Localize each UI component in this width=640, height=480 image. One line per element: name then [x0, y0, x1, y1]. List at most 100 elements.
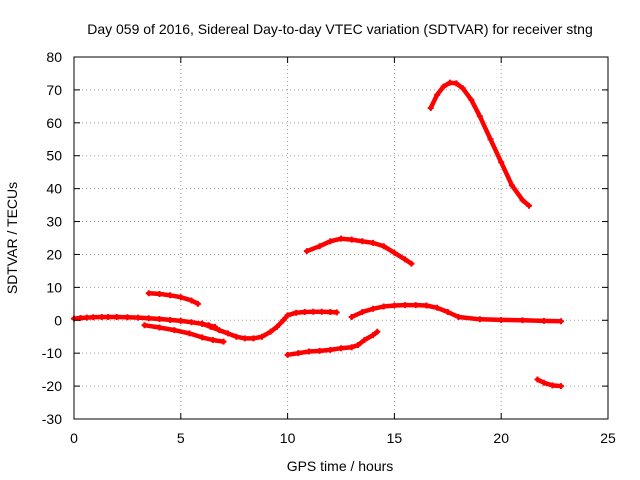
- data-point: [455, 313, 462, 320]
- data-point: [391, 302, 398, 309]
- data-point: [549, 382, 556, 389]
- data-point: [273, 323, 280, 330]
- x-tick-label: 20: [493, 430, 509, 446]
- y-tick-label: 80: [46, 49, 62, 65]
- data-point: [209, 337, 216, 344]
- y-tick-label: 0: [54, 312, 62, 328]
- data-point: [540, 379, 547, 386]
- data-point: [558, 383, 565, 390]
- data-point: [408, 260, 415, 267]
- data-point: [391, 249, 398, 256]
- data-point: [105, 313, 112, 320]
- data-point: [186, 330, 193, 337]
- data-point: [327, 309, 334, 316]
- data-point: [327, 346, 334, 353]
- data-point: [284, 351, 291, 358]
- data-point: [444, 309, 451, 316]
- data-point: [498, 159, 505, 166]
- y-tick-label: 70: [46, 82, 62, 98]
- data-point: [293, 309, 300, 316]
- data-point: [316, 243, 323, 250]
- data-point: [188, 319, 195, 326]
- y-tick-label: 30: [46, 214, 62, 230]
- data-point: [338, 345, 344, 352]
- data-point: [295, 350, 302, 357]
- data-point: [113, 313, 120, 320]
- data-point: [453, 80, 460, 87]
- y-axis-label: SDTVAR / TECUs: [4, 182, 20, 294]
- data-point: [220, 338, 227, 345]
- tick-marks: [73, 56, 609, 420]
- data-point: [374, 328, 381, 335]
- series-line: [349, 302, 564, 324]
- data-point: [476, 316, 483, 323]
- x-tick-label: 15: [387, 430, 403, 446]
- data-point: [301, 309, 308, 316]
- data-point: [348, 313, 355, 320]
- data-point: [90, 314, 97, 321]
- y-tick-label: 40: [46, 181, 62, 197]
- x-tick-label: 10: [280, 430, 296, 446]
- y-tick-label: 10: [46, 279, 62, 295]
- series-arc-3: [141, 322, 227, 345]
- x-tick-labels: 0 5 10 15 20 25: [70, 430, 616, 446]
- data-point: [476, 113, 483, 120]
- series-arc-4: [199, 308, 340, 342]
- data-point: [440, 83, 447, 90]
- data-point: [141, 322, 148, 329]
- data-point: [224, 330, 231, 337]
- y-tick-label: 50: [46, 148, 62, 164]
- data-point: [258, 333, 265, 340]
- x-tick-label: 0: [70, 430, 78, 446]
- data-point: [135, 314, 142, 321]
- series-arc-7: [348, 302, 565, 325]
- data-point: [145, 315, 152, 322]
- y-tick-labels: -30 -20 -10 0 10 20 30 40 50 60 70 80: [42, 49, 62, 427]
- y-tick-label: 20: [46, 246, 62, 262]
- data-point: [124, 314, 131, 321]
- data-point: [177, 317, 184, 324]
- data-point: [233, 333, 240, 340]
- series-line: [535, 377, 564, 389]
- data-point: [519, 317, 526, 324]
- data-point: [98, 313, 105, 320]
- data-point: [427, 105, 434, 112]
- data-point: [171, 327, 178, 334]
- data-point: [434, 304, 441, 311]
- data-point: [284, 312, 291, 319]
- data-point: [412, 302, 419, 309]
- y-tick-label: -30: [42, 411, 62, 427]
- data-point: [318, 308, 325, 315]
- data-point: [316, 347, 323, 354]
- data-point: [508, 182, 515, 189]
- plot-frame: [73, 56, 609, 420]
- series-arc-8: [427, 79, 532, 209]
- data-point: [194, 300, 201, 307]
- data-point: [359, 238, 366, 245]
- data-point: [402, 302, 409, 309]
- data-point: [446, 79, 453, 86]
- data-point: [83, 314, 90, 321]
- data-point: [558, 318, 565, 325]
- data-point: [327, 238, 334, 245]
- data-point: [188, 297, 195, 304]
- data-point: [355, 341, 362, 348]
- data-point: [241, 335, 248, 342]
- chart-title: Day 059 of 2016, Sidereal Day-to-day VTE…: [87, 21, 593, 37]
- data-point: [305, 348, 312, 355]
- data-point: [348, 236, 355, 243]
- data-point: [534, 376, 541, 383]
- data-point: [434, 91, 441, 98]
- data-point: [370, 332, 377, 339]
- data-point: [177, 294, 184, 301]
- data-point: [303, 248, 310, 255]
- data-point: [370, 239, 377, 246]
- x-axis-label: GPS time / hours: [287, 458, 394, 474]
- data-point: [359, 309, 366, 316]
- data-point: [380, 243, 387, 250]
- x-tick-label: 5: [177, 430, 185, 446]
- data-point: [333, 309, 340, 316]
- y-tick-label: 60: [46, 115, 62, 131]
- y-tick-label: -20: [42, 378, 62, 394]
